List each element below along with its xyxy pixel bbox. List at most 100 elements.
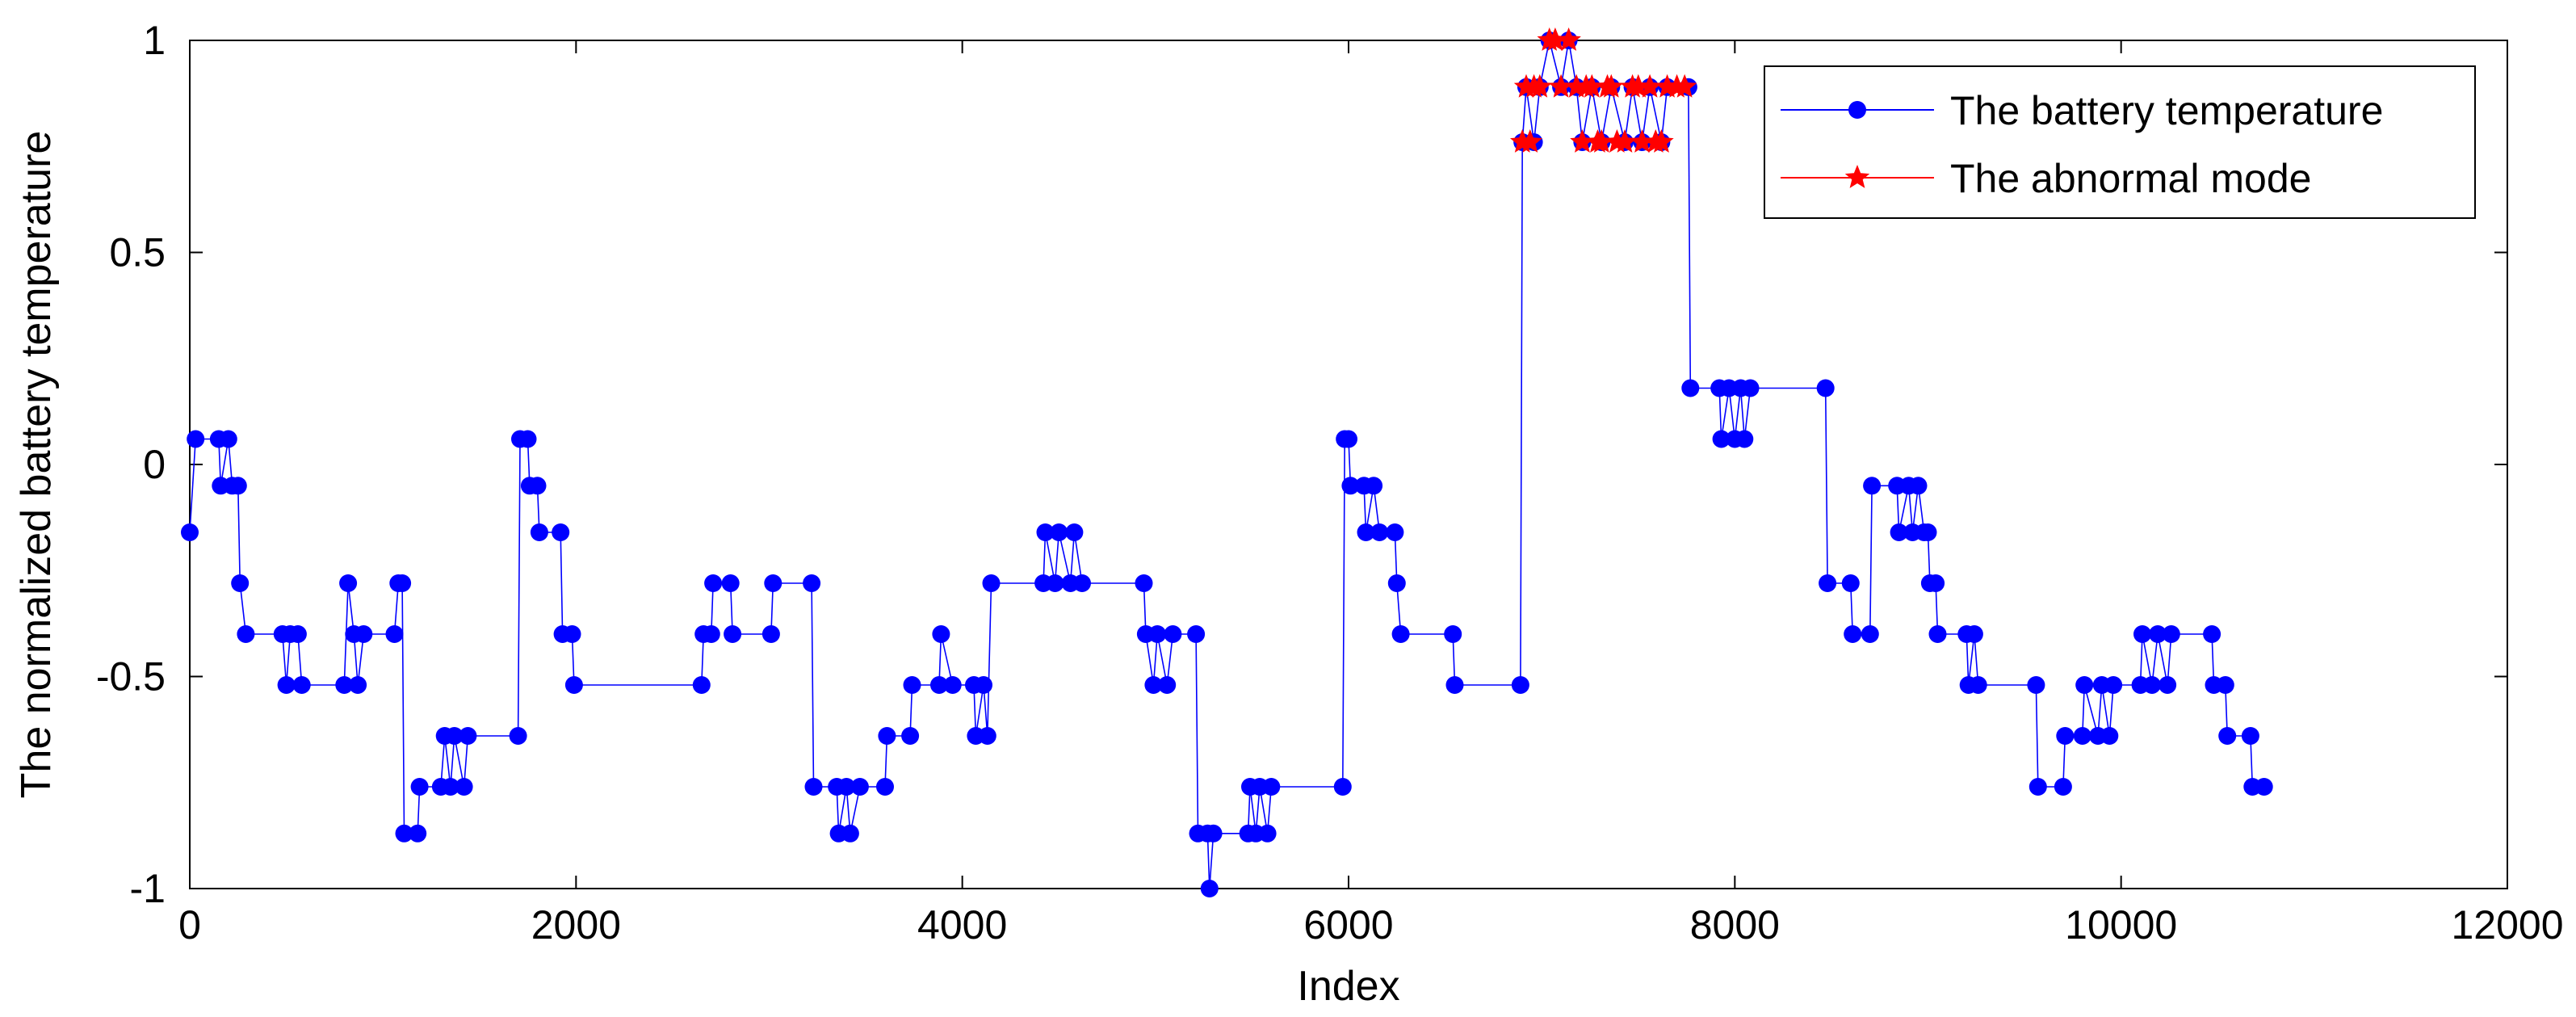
data-point-the-battery-temperature: [764, 574, 782, 592]
data-point-the-battery-temperature: [1333, 778, 1352, 796]
data-point-the-battery-temperature: [1204, 824, 1223, 843]
data-point-the-battery-temperature: [1511, 676, 1529, 694]
data-point-the-battery-temperature: [1735, 430, 1754, 448]
y-tick-label: -1: [130, 866, 166, 911]
data-point-the-battery-temperature: [702, 625, 720, 643]
data-point-the-battery-temperature: [2142, 676, 2161, 694]
data-point-the-battery-temperature: [410, 778, 429, 796]
tick-labels: 0 2000 4000 6000 8000 10000 12000 -1 -0.5 0 0.5 1: [96, 18, 2564, 948]
plot-area: [181, 27, 2508, 897]
x-tick-label: 12000: [2451, 902, 2563, 948]
data-point-the-battery-temperature: [2159, 676, 2177, 694]
data-point-the-battery-temperature: [1391, 625, 1410, 643]
data-point-the-abnormal-mode: [1542, 27, 1568, 51]
data-point-the-abnormal-mode: [1637, 74, 1663, 98]
data-point-the-battery-temperature: [552, 523, 570, 541]
data-point-the-battery-temperature: [530, 523, 548, 541]
data-point-the-battery-temperature: [975, 676, 992, 694]
legend-box: [1764, 65, 2476, 219]
data-point-the-abnormal-mode: [1548, 74, 1574, 98]
data-point-the-battery-temperature: [876, 778, 894, 796]
data-point-the-abnormal-mode: [1630, 129, 1655, 153]
data-point-the-battery-temperature: [1965, 625, 1983, 643]
data-point-the-battery-temperature: [1135, 574, 1153, 592]
data-point-the-battery-temperature: [1712, 430, 1731, 448]
data-point-the-battery-temperature: [1819, 574, 1837, 592]
data-point-the-battery-temperature: [930, 676, 948, 694]
data-point-the-battery-temperature: [943, 676, 962, 694]
data-point-the-battery-temperature: [2162, 625, 2180, 643]
data-point-the-battery-temperature: [2073, 727, 2091, 745]
data-point-the-battery-temperature: [2241, 727, 2259, 745]
data-point-the-battery-temperature: [563, 625, 581, 643]
data-point-the-abnormal-mode: [1672, 74, 1697, 98]
data-point-the-battery-temperature: [2056, 727, 2075, 745]
data-point-the-battery-temperature: [1928, 625, 1947, 643]
data-point-the-abnormal-mode: [1589, 129, 1614, 153]
x-tick-label: 2000: [531, 902, 621, 948]
data-point-the-battery-temperature: [1841, 574, 1860, 592]
data-point-the-battery-temperature: [692, 676, 711, 694]
data-point-the-battery-temperature: [1148, 625, 1167, 643]
data-point-the-battery-temperature: [878, 727, 896, 745]
data-point-the-battery-temperature: [1444, 625, 1462, 643]
data-point-the-battery-temperature: [292, 676, 311, 694]
legend-label-abnormal-mode: The abnormal mode: [1950, 156, 2311, 201]
data-point-the-battery-temperature: [804, 778, 823, 796]
data-point-the-battery-temperature: [231, 574, 250, 592]
data-point-the-battery-temperature: [2075, 676, 2094, 694]
data-point-the-battery-temperature: [355, 625, 373, 643]
data-point-the-battery-temperature: [219, 430, 237, 448]
data-point-the-battery-temperature: [1065, 523, 1084, 541]
data-point-the-battery-temperature: [932, 625, 950, 643]
data-point-the-battery-temperature: [1927, 574, 1945, 592]
data-point-the-battery-temperature: [1890, 523, 1908, 541]
data-point-the-battery-temperature: [2133, 625, 2151, 643]
data-point-the-battery-temperature: [349, 676, 367, 694]
data-point-the-battery-temperature: [1258, 824, 1277, 843]
data-point-the-battery-temperature: [187, 430, 205, 448]
data-point-the-battery-temperature: [2028, 778, 2047, 796]
y-tick-label: -0.5: [96, 654, 166, 700]
data-point-the-battery-temperature: [1365, 477, 1383, 495]
data-point-the-battery-temperature: [1861, 625, 1879, 643]
data-point-the-battery-temperature: [721, 574, 740, 592]
data-point-the-battery-temperature: [1844, 625, 1862, 643]
y-axis-label: The normalized battery temperature: [13, 131, 60, 799]
data-point-the-abnormal-mode: [1612, 129, 1638, 153]
data-point-the-abnormal-mode: [1599, 74, 1624, 98]
data-point-the-battery-temperature: [564, 676, 583, 694]
x-tick-label: 6000: [1303, 902, 1393, 948]
data-point-the-battery-temperature: [1387, 574, 1406, 592]
data-point-the-abnormal-mode: [1517, 129, 1542, 153]
data-point-the-battery-temperature: [803, 574, 821, 592]
data-point-the-battery-temperature: [1741, 379, 1760, 397]
axis-ticks: [189, 40, 2508, 889]
legend-marker-battery-temperature: [1848, 101, 1866, 119]
data-point-the-battery-temperature: [459, 727, 477, 745]
data-point-the-battery-temperature: [181, 523, 199, 541]
data-point-the-battery-temperature: [2216, 676, 2234, 694]
y-tick-label: 0.5: [109, 230, 166, 275]
data-point-the-battery-temperature: [2203, 625, 2221, 643]
data-point-the-battery-temperature: [518, 430, 537, 448]
data-point-the-battery-temperature: [385, 625, 404, 643]
data-point-the-battery-temperature: [901, 727, 920, 745]
data-point-the-battery-temperature: [982, 574, 1001, 592]
data-point-the-battery-temperature: [237, 625, 255, 643]
x-tick-label: 8000: [1690, 902, 1780, 948]
data-point-the-abnormal-mode: [1626, 74, 1651, 98]
data-point-the-battery-temperature: [2218, 727, 2237, 745]
data-point-the-battery-temperature: [1200, 880, 1219, 897]
data-point-the-battery-temperature: [1144, 676, 1163, 694]
legend: The battery temperature The abnormal mod…: [1764, 65, 2476, 219]
data-point-the-battery-temperature: [528, 477, 547, 495]
data-point-the-abnormal-mode: [1649, 129, 1674, 153]
data-point-the-battery-temperature: [841, 824, 859, 843]
data-point-the-abnormal-mode: [1556, 27, 1581, 51]
data-point-the-battery-temperature: [1164, 625, 1182, 643]
data-point-the-battery-temperature: [2255, 778, 2273, 796]
data-point-the-battery-temperature: [1158, 676, 1177, 694]
data-point-the-battery-temperature: [850, 778, 869, 796]
